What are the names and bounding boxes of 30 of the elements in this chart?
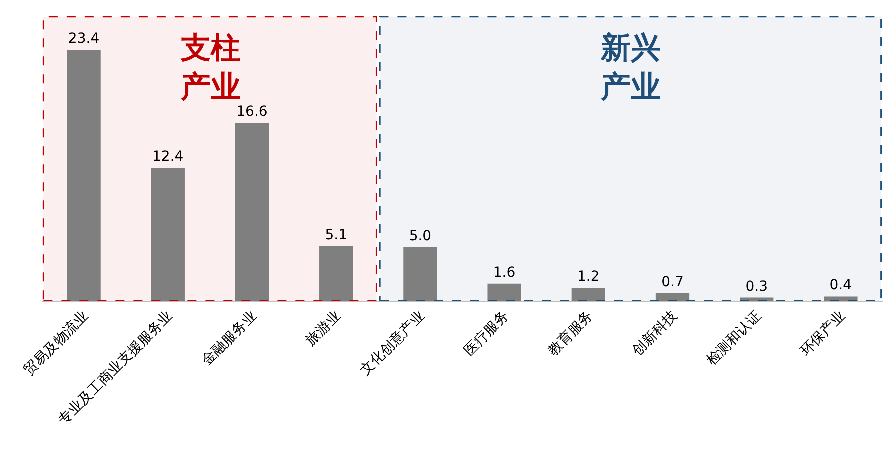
bar [151, 168, 185, 301]
bar [656, 294, 690, 301]
x-tick-label: 环保产业 [798, 308, 849, 360]
band-label: 新兴产业 [600, 31, 661, 105]
data-label: 1.2 [578, 269, 600, 286]
data-label: 1.6 [493, 264, 516, 281]
bar [235, 123, 270, 301]
bar [488, 284, 522, 301]
band-label: 支柱产业 [180, 31, 241, 105]
data-label: 12.4 [152, 149, 184, 166]
bar [572, 288, 606, 301]
bar [320, 246, 354, 301]
x-tick-label: 贸易及物流业 [21, 308, 92, 379]
x-tick-label: 检测和认证 [704, 308, 765, 370]
x-tick-label: 医疗服务 [461, 308, 512, 360]
data-label: 16.6 [236, 104, 268, 120]
x-tick-label: 教育服务 [544, 308, 596, 360]
bar [404, 247, 438, 301]
data-label: 0.7 [662, 274, 684, 290]
bar [824, 296, 858, 301]
data-label: 0.4 [830, 278, 852, 294]
x-tick-label: 创新科技 [630, 308, 681, 360]
data-label: 0.3 [746, 278, 768, 295]
x-tick-label: 金融服务业 [199, 308, 260, 370]
data-label: 5.1 [325, 227, 348, 244]
bar [67, 50, 101, 301]
x-tick-label: 旅游业 [303, 308, 344, 350]
x-tick-label: 文化创意产业 [358, 308, 428, 379]
data-label: 5.0 [409, 228, 432, 244]
data-label: 23.4 [68, 31, 100, 48]
